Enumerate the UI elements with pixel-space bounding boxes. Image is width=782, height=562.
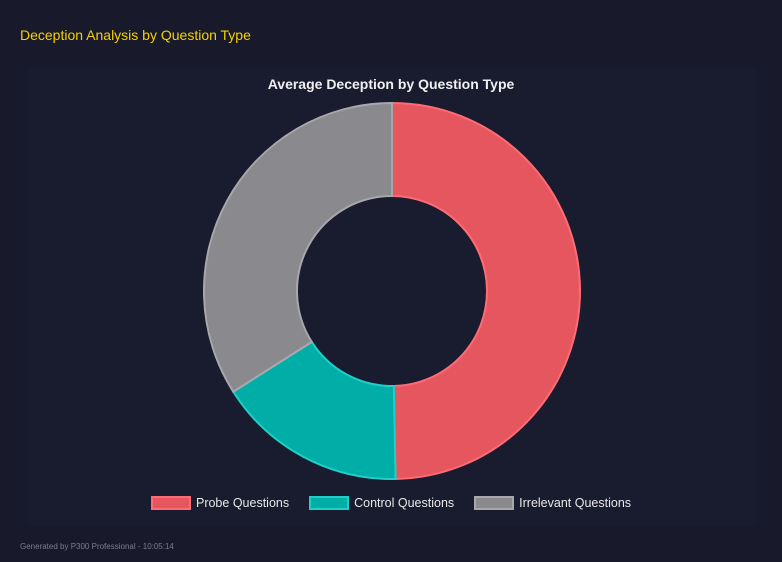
page-title: Deception Analysis by Question Type — [20, 27, 251, 43]
legend-label: Irrelevant Questions — [519, 496, 632, 510]
donut-slice-control-questions[interactable] — [231, 340, 397, 480]
legend-item[interactable]: Control Questions — [309, 496, 454, 510]
legend: Probe Questions Control Questions Irrele… — [0, 496, 782, 510]
legend-item[interactable]: Irrelevant Questions — [474, 496, 631, 510]
legend-swatch — [150, 496, 191, 510]
legend-label: Control Questions — [354, 496, 455, 510]
footer-text: Generated by P300 Professional - 10:05:1… — [20, 542, 174, 551]
legend-swatch — [309, 496, 350, 510]
legend-item[interactable]: Probe Questions — [150, 496, 290, 510]
donut-slice-irrelevant-questions[interactable] — [203, 101, 393, 394]
donut-slice-probe-questions[interactable] — [391, 101, 582, 480]
chart-title: Average Deception by Question Type — [267, 76, 515, 92]
legend-label: Probe Questions — [195, 496, 290, 510]
legend-swatch — [474, 496, 515, 510]
